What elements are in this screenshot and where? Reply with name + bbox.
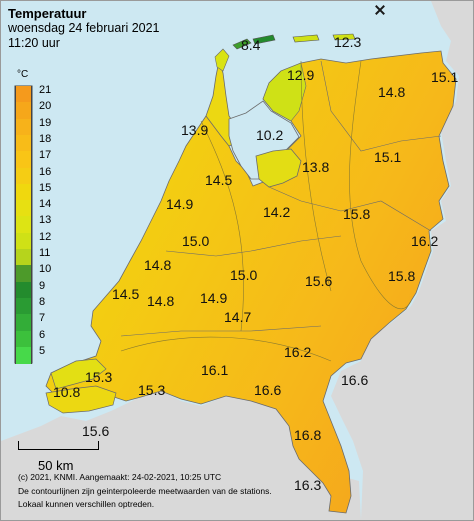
legend-swatch <box>15 134 32 152</box>
province-border <box>120 325 322 337</box>
legend-swatch <box>15 167 32 185</box>
isotherm-line <box>349 60 412 310</box>
terschelling-island <box>252 34 276 45</box>
contour-note: De contourlijnen zijn geinterpoleerde me… <box>18 486 272 496</box>
schiermonnikoog-island <box>332 33 356 41</box>
legend-swatch <box>15 86 32 103</box>
station-temp: 15.1 <box>374 149 402 165</box>
vlieland-island <box>232 38 252 50</box>
flevoland-land <box>255 148 302 188</box>
station-temp: 15.3 <box>85 369 113 385</box>
legend-label: 14 <box>39 198 52 211</box>
local-variation-note: Lokaal kunnen verschillen optreden. <box>18 499 155 509</box>
legend-label: 6 <box>39 328 46 341</box>
map-title: Temperatuur <box>8 6 87 21</box>
legend-label: 13 <box>39 214 52 227</box>
zeeland-islands <box>50 358 107 390</box>
station-temp: 14.9 <box>200 290 228 306</box>
station-temp: 14.9 <box>166 196 194 212</box>
legend-swatch <box>15 232 32 250</box>
germany-land <box>331 1 473 520</box>
station-temp: 13.9 <box>181 122 209 138</box>
station-temp: 15.0 <box>230 267 258 283</box>
map-date: woensdag 24 februari 2021 <box>8 21 160 35</box>
legend-label: 21 <box>39 84 52 96</box>
scale-label: 50 km <box>38 458 74 473</box>
legend-swatch <box>15 102 32 120</box>
station-temp: 16.1 <box>201 362 229 378</box>
legend-label: 18 <box>39 132 52 145</box>
legend-swatch <box>15 249 32 266</box>
station-temp: 15.1 <box>431 69 459 85</box>
legend-swatch <box>15 118 32 136</box>
map-time: 11:20 uur <box>8 36 60 50</box>
legend-label: 8 <box>39 295 46 308</box>
station-temp: 14.7 <box>224 309 252 325</box>
ameland-island <box>292 34 320 43</box>
station-temp: 15.6 <box>82 423 110 439</box>
legend-swatch <box>15 314 32 331</box>
map-header: Temperatuur woensdag 24 februari 2021 11… <box>8 6 160 51</box>
legend-label: 20 <box>39 100 52 113</box>
station-temp: 15.0 <box>182 233 210 249</box>
legend-label: 5 <box>39 344 46 357</box>
isotherm-line <box>300 60 332 292</box>
legend-swatch <box>15 183 32 201</box>
station-temp: 15.6 <box>305 273 333 289</box>
station-temp: 12.9 <box>287 67 315 83</box>
scale-bar <box>18 441 99 450</box>
station-temp: 14.8 <box>144 257 172 273</box>
station-temp: 10.8 <box>53 384 81 400</box>
isotherm-line <box>120 336 332 362</box>
legend-unit: °C <box>17 69 29 80</box>
legend-label: 7 <box>39 312 46 325</box>
legend-swatch <box>15 297 32 315</box>
legend-swatch <box>15 216 32 234</box>
station-temp: 10.2 <box>256 127 284 143</box>
station-temp: 16.2 <box>284 344 312 360</box>
province-border <box>165 235 342 257</box>
legend-swatch <box>15 151 32 168</box>
legend-label: 9 <box>39 279 46 292</box>
station-temp: 16.2 <box>411 233 439 249</box>
station-temp: 15.8 <box>388 268 416 284</box>
province-border <box>268 186 432 232</box>
legend-swatch <box>15 330 32 348</box>
legend-label: 17 <box>39 149 52 162</box>
legend-label: 10 <box>39 263 52 276</box>
station-temp: 12.3 <box>334 34 362 50</box>
station-temp: 15.3 <box>138 382 166 398</box>
legend-label: 11 <box>39 247 51 259</box>
station-temp: 14.5 <box>205 172 233 188</box>
legend-swatch <box>15 265 32 283</box>
isotherm-line <box>200 120 244 332</box>
friesland-cool-zone <box>262 62 307 122</box>
station-temp: 16.6 <box>341 372 369 388</box>
legend-label: 12 <box>39 230 52 243</box>
station-temp: 14.2 <box>263 204 291 220</box>
legend-label: 19 <box>39 116 52 129</box>
legend-label: 16 <box>39 165 52 178</box>
zeeland-south <box>45 385 117 414</box>
station-temp: 16.8 <box>294 427 322 443</box>
province-border <box>320 60 442 152</box>
station-temp: 16.6 <box>254 382 282 398</box>
legend-swatch <box>15 346 32 364</box>
copyright-note: (c) 2021, KNMI. Aangemaakt: 24-02-2021, … <box>18 472 222 482</box>
legend-label: 15 <box>39 181 52 194</box>
station-temp: 16.3 <box>294 477 322 493</box>
station-temp: 14.5 <box>112 286 140 302</box>
legend-swatch <box>15 281 32 299</box>
texel-island <box>214 48 230 72</box>
station-temp: 8.4 <box>241 37 261 53</box>
close-icon[interactable] <box>375 5 385 15</box>
station-temp: 15.8 <box>343 206 371 222</box>
station-temp: 13.8 <box>302 159 330 175</box>
belgium-land <box>1 391 361 520</box>
station-temp: 14.8 <box>147 293 175 309</box>
legend-swatch <box>15 200 32 217</box>
station-temp: 14.8 <box>378 84 406 100</box>
